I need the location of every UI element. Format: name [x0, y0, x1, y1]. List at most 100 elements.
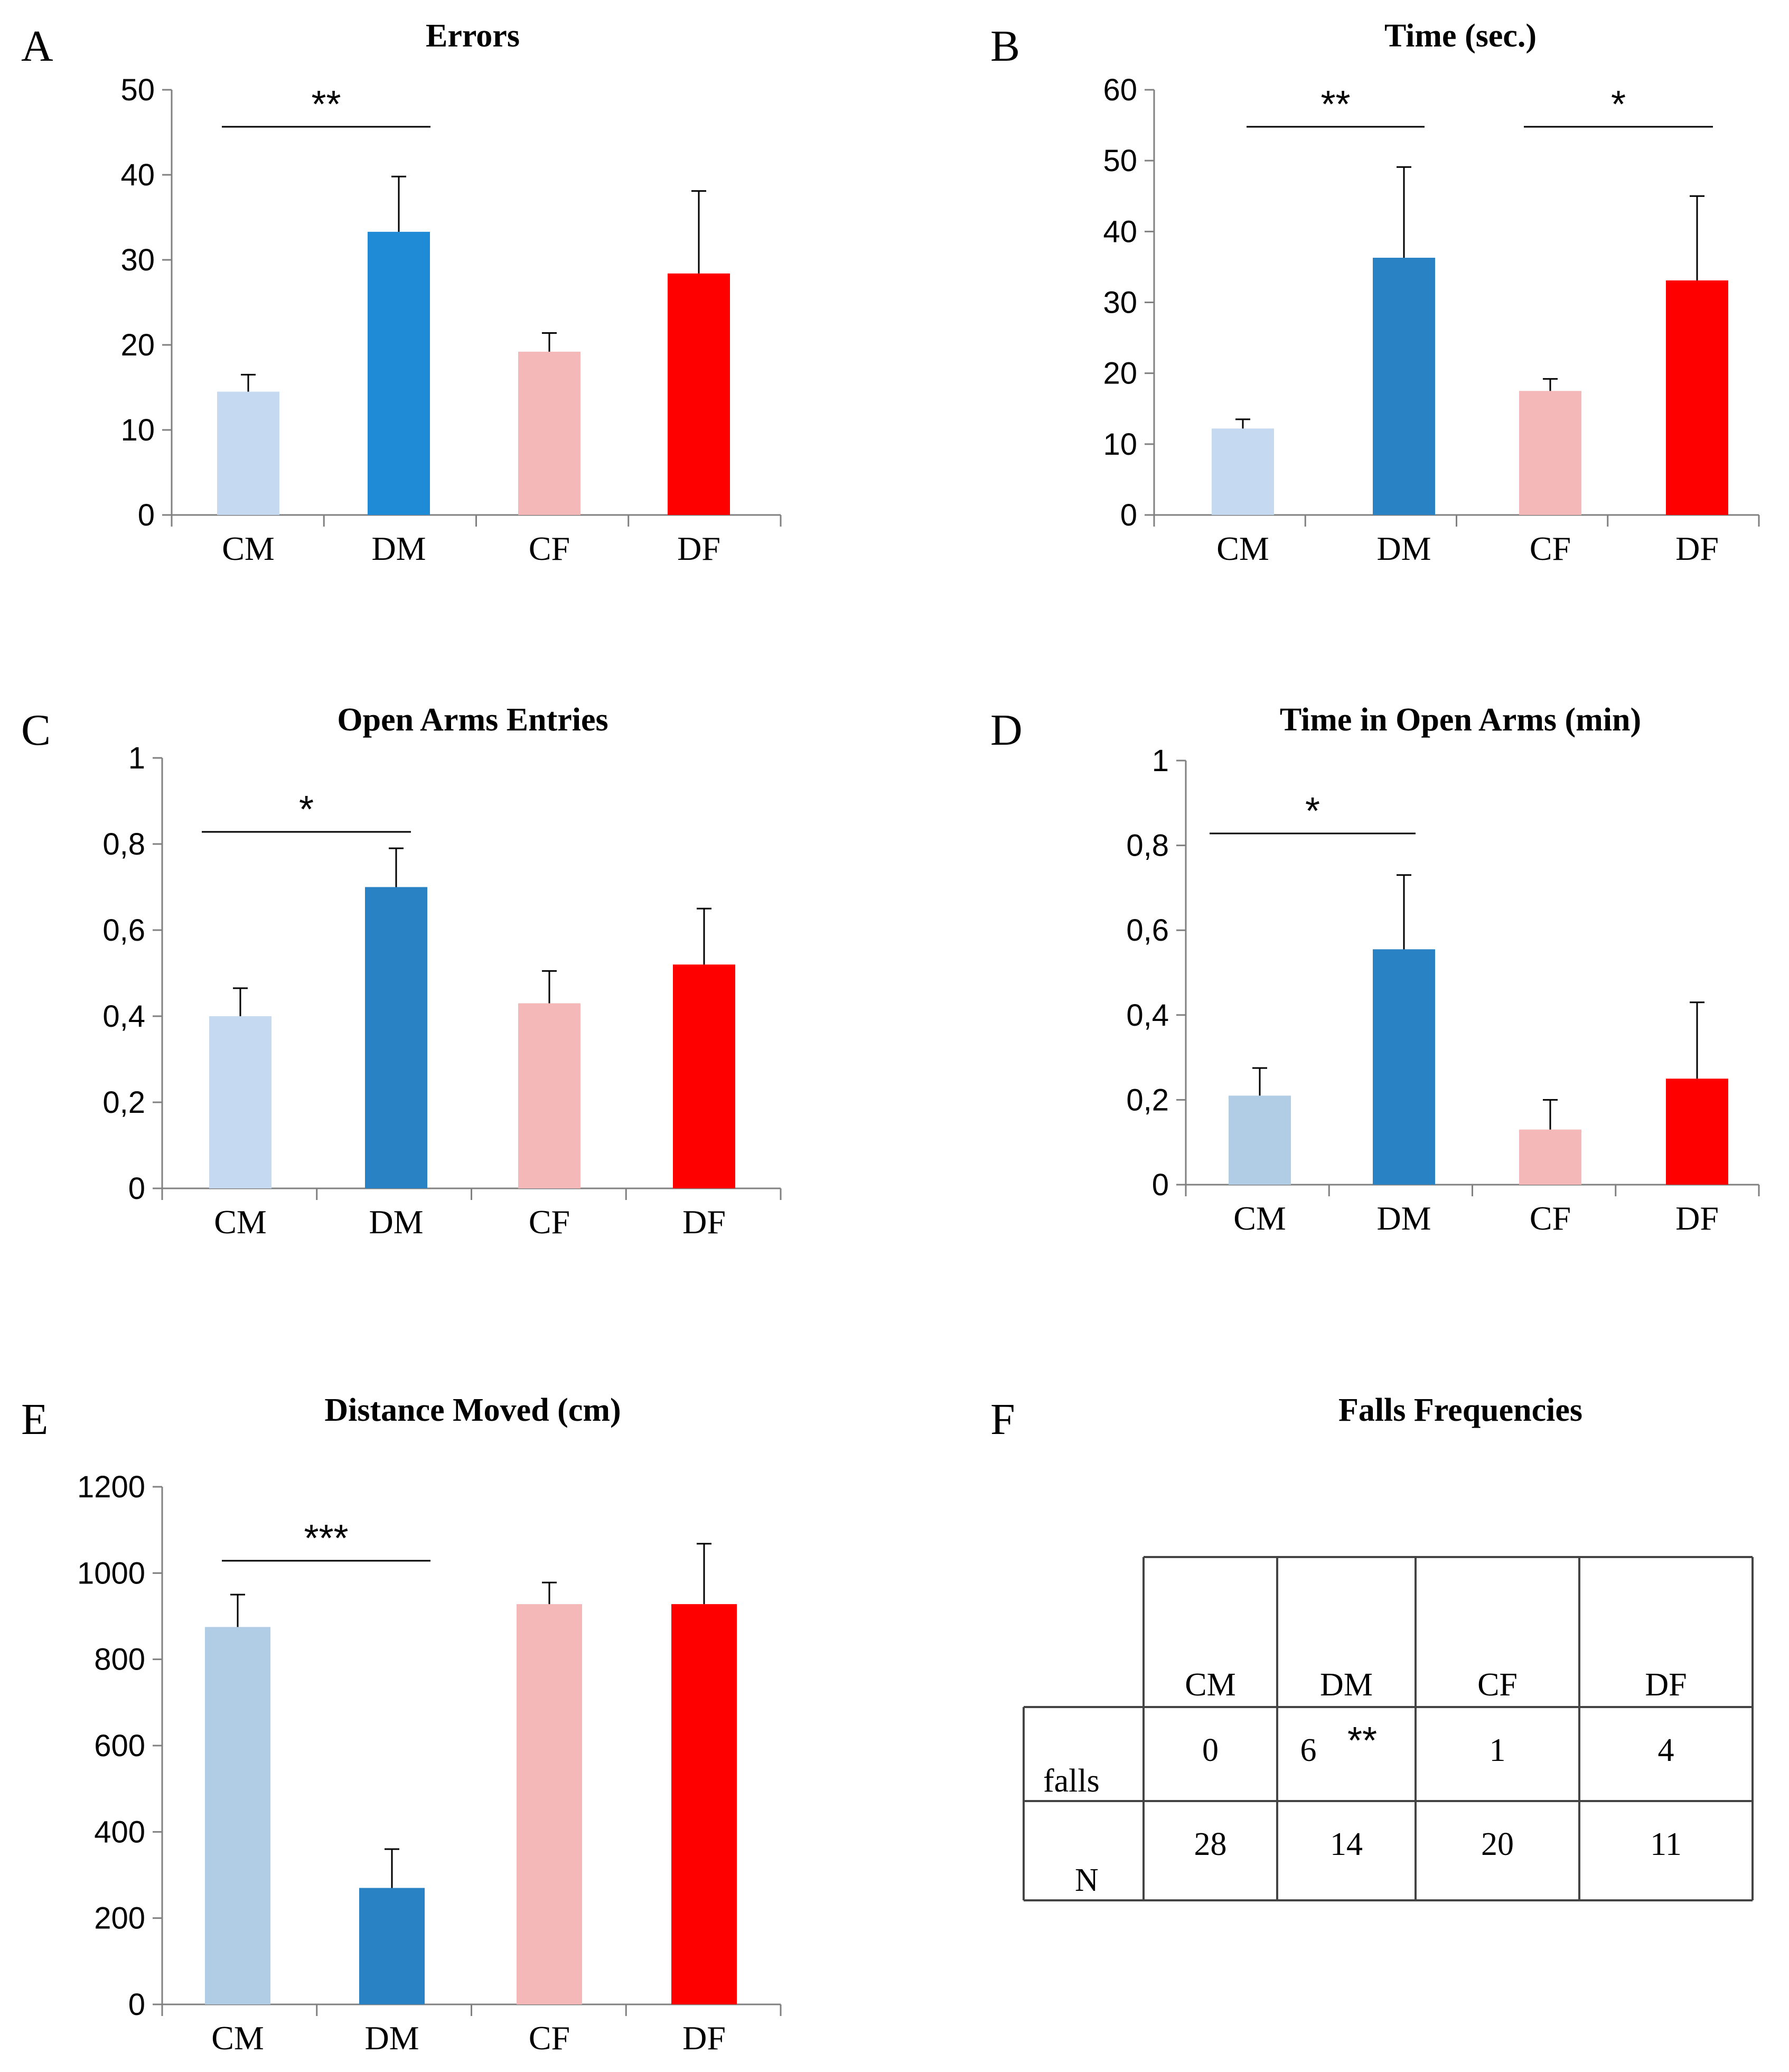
panel-letter: F	[990, 1395, 1015, 1444]
panel-letter: D	[990, 706, 1023, 755]
bar-df	[668, 273, 730, 515]
x-tick-label-dm: DM	[371, 530, 426, 567]
y-tick-label: 0,2	[102, 1085, 145, 1120]
x-tick-label-df: DF	[682, 2019, 726, 2057]
bar-df	[1666, 1079, 1728, 1185]
y-tick-label: 0	[128, 1987, 145, 2022]
significance-marker: *	[1611, 83, 1626, 126]
y-tick-label: 20	[1103, 357, 1137, 391]
y-tick-label: 1	[128, 741, 145, 775]
table-title: Falls Frequencies	[1338, 1392, 1582, 1428]
significance-marker: **	[311, 83, 341, 126]
chart-title: Time (sec.)	[1384, 18, 1537, 54]
chart-panel-d: D Time in Open Arms (min) 0 0,2 0,4 0,6 0,8 1 CM…	[990, 702, 1760, 1237]
bar-cm	[1229, 1095, 1291, 1185]
x-tick-label-cf: CF	[529, 1203, 570, 1241]
significance-marker: **	[1320, 83, 1350, 126]
x-tick-label-df: DF	[1675, 530, 1719, 567]
significance-marker: *	[1305, 790, 1320, 832]
y-tick-label: 0,4	[102, 999, 145, 1034]
panel-letter: A	[21, 22, 53, 71]
bar-cf	[518, 351, 580, 515]
y-tick-label: 0,2	[1126, 1083, 1169, 1117]
chart-panel-a: A Errors 0 10 20 30 40 50 CM DM CF DF **	[21, 18, 782, 567]
chart-title: Distance Moved (cm)	[324, 1392, 621, 1428]
bar-cm	[209, 1016, 271, 1188]
y-tick-label: 0	[138, 498, 155, 532]
table-cell: 6	[1300, 1732, 1317, 1768]
y-tick-label: 60	[1103, 73, 1137, 107]
chart-panel-e: E Distance Moved (cm) 0 200 400 600 800 1000 120…	[21, 1392, 782, 2057]
table-cell: 1	[1490, 1732, 1506, 1768]
bar-dm	[1373, 949, 1435, 1185]
y-tick-label: 600	[94, 1729, 145, 1763]
x-tick-label-df: DF	[1675, 1199, 1719, 1237]
x-tick-label-cf: CF	[1530, 1199, 1571, 1237]
y-tick-label: 1200	[77, 1470, 145, 1504]
x-tick-label-dm: DM	[369, 1203, 423, 1241]
bar-cf	[517, 1604, 582, 2004]
x-tick-label-cf: CF	[1530, 530, 1571, 567]
y-tick-label: 20	[120, 328, 155, 362]
bar-dm	[1373, 257, 1435, 515]
chart-title: Time in Open Arms (min)	[1280, 702, 1641, 738]
y-tick-label: 0,6	[102, 913, 145, 948]
panel-letter: B	[990, 22, 1020, 71]
y-tick-label: 0	[128, 1171, 145, 1206]
y-tick-label: 1000	[77, 1556, 145, 1590]
y-tick-label: 0,4	[1126, 998, 1169, 1033]
x-tick-label-df: DF	[677, 530, 720, 567]
y-tick-label: 0,8	[1126, 829, 1169, 863]
table-header-df: DF	[1645, 1667, 1687, 1703]
table-header-dm: DM	[1320, 1667, 1373, 1703]
x-tick-label-cm: CM	[1233, 1199, 1286, 1237]
x-tick-label-cm: CM	[214, 1203, 267, 1241]
y-tick-label: 1	[1152, 744, 1169, 778]
x-tick-label-cf: CF	[529, 530, 570, 567]
panel-letter: E	[21, 1395, 48, 1444]
y-tick-label: 10	[1103, 427, 1137, 462]
table-cell: 14	[1330, 1826, 1363, 1862]
bar-dm	[365, 887, 427, 1188]
table-header-cm: CM	[1185, 1667, 1235, 1703]
table-header-cf: CF	[1477, 1667, 1518, 1703]
y-tick-label: 0,8	[102, 827, 145, 861]
x-tick-label-cm: CM	[222, 530, 275, 567]
x-tick-label-cm: CM	[1216, 530, 1269, 567]
bar-cf	[518, 1003, 580, 1188]
chart-panel-c: C Open Arms Entries 0 0,2 0,4 0,6 0,8 1 CM DM CF DF…	[21, 702, 782, 1241]
bar-cm	[1212, 428, 1274, 515]
bar-df	[673, 964, 735, 1188]
table-cell: 20	[1481, 1826, 1514, 1862]
bar-df	[671, 1604, 737, 2004]
table-row-label: N	[1075, 1862, 1099, 1898]
x-tick-label-cm: CM	[211, 2019, 264, 2057]
bar-cm	[217, 391, 279, 515]
table-cell: 4	[1658, 1732, 1674, 1768]
chart-title: Open Arms Entries	[337, 702, 608, 738]
y-tick-label: 30	[1103, 286, 1137, 320]
y-tick-label: 50	[120, 73, 155, 107]
table-cell: 0	[1202, 1732, 1219, 1768]
panel-letter: C	[21, 706, 51, 755]
significance-marker: **	[1347, 1720, 1377, 1762]
y-tick-label: 400	[94, 1815, 145, 1849]
chart-title: Errors	[426, 18, 520, 54]
y-tick-label: 0	[1120, 498, 1137, 532]
bar-df	[1666, 280, 1728, 515]
y-tick-label: 50	[1103, 144, 1137, 178]
significance-marker: ***	[304, 1517, 348, 1560]
bar-cm	[205, 1627, 270, 2004]
y-tick-label: 800	[94, 1643, 145, 1677]
table-row-label: falls	[1043, 1763, 1100, 1799]
x-tick-label-dm: DM	[1376, 1199, 1431, 1237]
y-tick-label: 10	[120, 413, 155, 447]
y-tick-label: 30	[120, 243, 155, 277]
bar-cf	[1519, 391, 1581, 515]
y-tick-label: 200	[94, 1901, 145, 1936]
bar-cf	[1519, 1129, 1581, 1185]
x-tick-label-df: DF	[682, 1203, 726, 1241]
